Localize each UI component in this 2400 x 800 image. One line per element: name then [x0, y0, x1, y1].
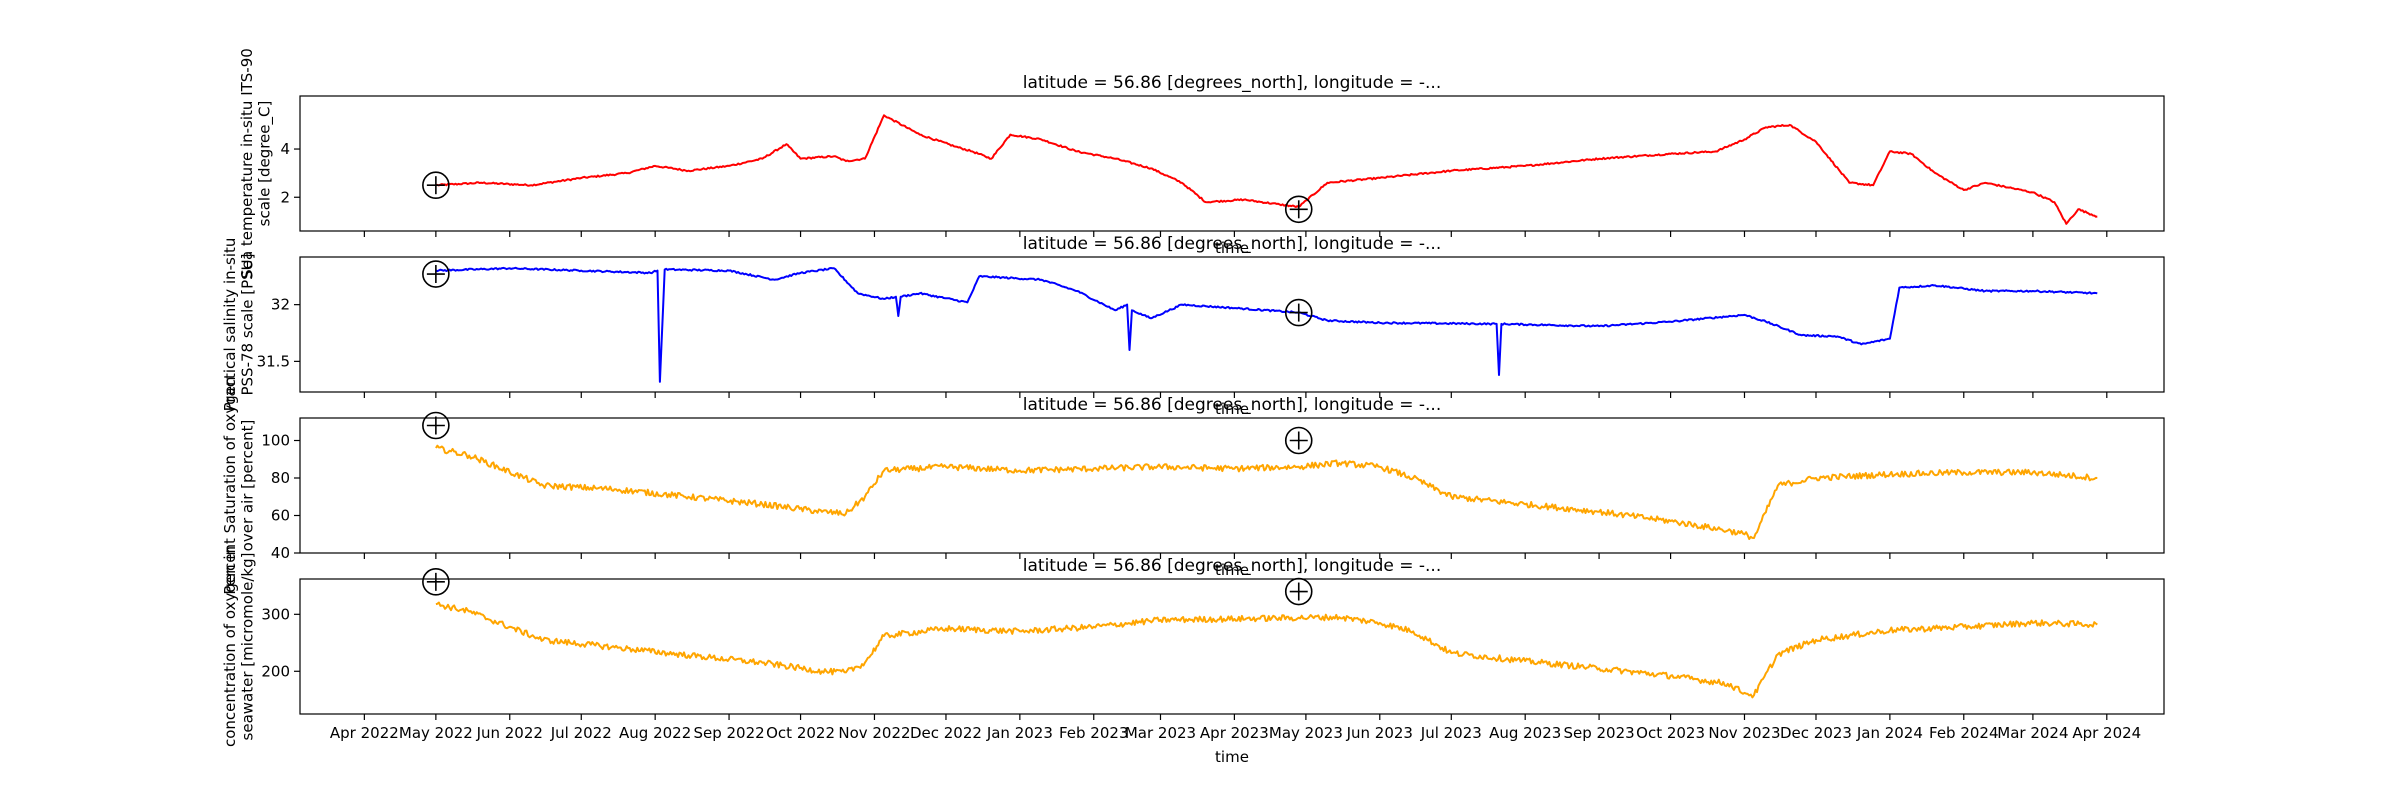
x-tick-label: Jan 2023	[986, 724, 1053, 742]
x-axis-label: time	[1215, 239, 1249, 257]
circle-plus-marker	[422, 568, 450, 596]
panel-title: latitude = 56.86 [degrees_north], longit…	[1023, 234, 1441, 254]
x-axis-label: time	[1215, 561, 1249, 579]
series-line	[435, 601, 2098, 699]
y-tick-label: 32	[271, 296, 290, 314]
panel-4: latitude = 56.86 [degrees_north], longit…	[221, 546, 2165, 766]
x-tick-label: Jul 2023	[1420, 724, 1482, 742]
x-tick-label: Aug 2023	[1489, 724, 1561, 742]
circle-plus-marker	[1284, 195, 1313, 224]
x-tick-label: Jul 2022	[550, 724, 612, 742]
y-tick-label: 80	[271, 469, 290, 487]
series-line	[435, 114, 2098, 225]
y-axis-label: concentration of oxygen inseawater [micr…	[221, 546, 256, 747]
y-axis-label: Percent Saturation of oxygenover air [pe…	[221, 376, 256, 594]
x-tick-label: Apr 2022	[330, 724, 399, 742]
series-line	[435, 266, 2098, 383]
x-tick-label: Apr 2024	[2072, 724, 2141, 742]
x-tick-label: Jun 2023	[1346, 724, 1413, 742]
circle-plus-marker	[1284, 577, 1313, 606]
y-tick-label: 100	[261, 432, 290, 450]
x-tick-label: Mar 2023	[1125, 724, 1196, 742]
x-tick-label: Nov 2023	[1708, 724, 1780, 742]
panel-1: latitude = 56.86 [degrees_north], longit…	[238, 48, 2165, 279]
panel-2: latitude = 56.86 [degrees_north], longit…	[221, 234, 2165, 418]
y-tick-label: 200	[261, 662, 290, 680]
circle-plus-marker	[1284, 298, 1313, 327]
panel-3: latitude = 56.86 [degrees_north], longit…	[221, 376, 2165, 595]
y-tick-label: 2	[280, 188, 290, 206]
y-axis-label: Practical salinity in-situPSS-78 scale […	[221, 238, 256, 412]
circle-plus-marker	[1284, 426, 1313, 455]
x-tick-label: Feb 2023	[1059, 724, 1129, 742]
x-axis-label: time	[1215, 400, 1249, 418]
axes-frame	[299, 256, 2165, 393]
panel-title: latitude = 56.86 [degrees_north], longit…	[1023, 556, 1441, 576]
x-tick-label: Oct 2023	[1636, 724, 1705, 742]
axes-frame	[299, 417, 2165, 554]
x-tick-label: Feb 2024	[1929, 724, 1999, 742]
y-axis-label: Sea temperature in-situ ITS-90scale [deg…	[238, 48, 274, 279]
x-tick-label: Dec 2023	[1780, 724, 1852, 742]
circle-plus-marker	[422, 171, 450, 199]
x-tick-label: Mar 2024	[1997, 724, 2068, 742]
x-tick-label: May 2022	[399, 724, 473, 742]
x-tick-label: Apr 2023	[1200, 724, 1269, 742]
x-tick-label: Aug 2022	[619, 724, 691, 742]
x-tick-label: Sep 2022	[693, 724, 764, 742]
x-tick-label: May 2023	[1269, 724, 1343, 742]
panel-title: latitude = 56.86 [degrees_north], longit…	[1023, 73, 1441, 93]
panel-title: latitude = 56.86 [degrees_north], longit…	[1023, 395, 1441, 415]
axes-frame	[299, 578, 2165, 715]
x-tick-label: Sep 2023	[1563, 724, 1634, 742]
series-line	[435, 444, 2098, 540]
circle-plus-marker	[422, 411, 450, 440]
y-tick-label: 40	[271, 544, 290, 562]
y-tick-label: 4	[280, 140, 290, 158]
x-tick-label: Oct 2022	[766, 724, 835, 742]
y-tick-label: 300	[261, 605, 290, 623]
y-tick-label: 60	[271, 507, 290, 525]
x-axis-label: time	[1215, 748, 1249, 766]
circle-plus-marker	[422, 260, 450, 288]
x-tick-label: Dec 2022	[910, 724, 982, 742]
x-tick-label: Jun 2022	[476, 724, 543, 742]
y-tick-label: 31.5	[257, 352, 290, 370]
axes-frame	[299, 95, 2165, 232]
x-tick-label: Jan 2024	[1856, 724, 1923, 742]
x-tick-label: Nov 2022	[838, 724, 910, 742]
